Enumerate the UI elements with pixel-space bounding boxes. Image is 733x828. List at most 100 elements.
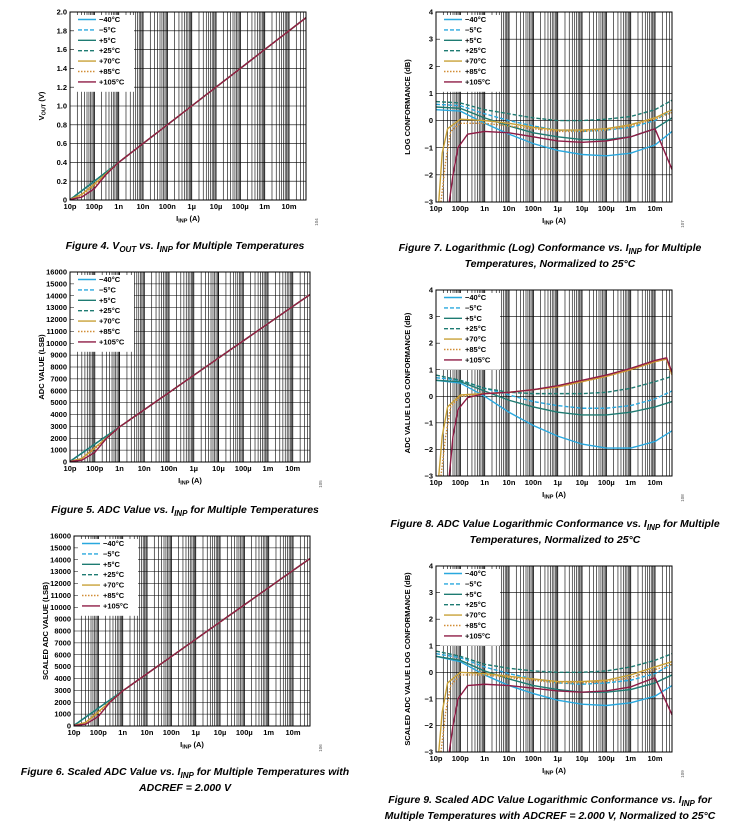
y-tick-label: −3 [424,198,433,207]
y-tick-label: 9000 [54,615,71,624]
series-line-0 [435,655,673,707]
legend-label: +5°C [99,296,117,305]
legend: −40°C−5°C +5°C+25°C +70°C+85°C+105°C [440,569,500,646]
y-tick-label: 2 [429,339,433,348]
y-tick-label: −2 [424,170,433,179]
y-tick-label: 3 [429,312,433,321]
x-tick-label: 10n [503,754,516,763]
y-tick-label: 1 [429,641,433,650]
legend-label: +5°C [99,36,117,45]
y-tick-label: 0 [429,116,433,125]
legend-box [78,539,138,616]
x-tick-label: 1m [625,204,636,213]
series-line-3 [435,650,673,673]
figure-id: 109 [680,770,685,778]
legend-label: +25°C [103,570,125,579]
x-tick-label: 10µ [576,204,589,213]
x-tick-label: 100µ [598,204,615,213]
x-tick-label: 100p [452,478,470,487]
legend-label: −5°C [465,579,483,588]
legend: −40°C−5°C +5°C+25°C +70°C+85°C+105°C [440,293,500,370]
series-line-6 [69,293,311,463]
y-tick-label: 4 [429,286,434,295]
legend-label: −40°C [465,569,487,578]
x-tick-label: 100µ [598,754,615,763]
legend-box [440,293,500,370]
x-tick-label: 1m [625,478,636,487]
x-tick-label: 100p [86,464,104,473]
y-tick-label: 0 [67,722,71,731]
series-line-6 [448,356,673,477]
y-tick-label: 15000 [50,543,71,552]
y-axis-title: ADC VALUE LOG CONFORMANCE (dB) [403,312,412,453]
legend-label: +85°C [99,67,121,76]
legend-label: −5°C [465,303,483,312]
x-tick-label: 10µ [214,728,227,737]
x-tick-label: 1µ [189,464,198,473]
y-tick-label: 1.2 [57,83,67,92]
y-tick-label: 15000 [46,279,67,288]
x-tick-label: 10p [430,754,443,763]
x-tick-label: 100µ [232,202,249,211]
y-tick-label: 3 [429,588,433,597]
x-tick-label: 1m [259,202,270,211]
x-tick-label: 100p [86,202,104,211]
series-line-6 [448,676,673,753]
y-tick-label: 11000 [47,327,67,336]
legend-label: −40°C [99,15,121,24]
x-tick-label: 1µ [191,728,200,737]
x-tick-label: 10m [285,728,300,737]
y-tick-label: 2 [429,615,433,624]
chart-fig9: −40°C−5°C +5°C+25°C +70°C+85°C+105°C 10p 100… [403,562,685,778]
series-line-2 [435,655,673,693]
chart-fig7: −40°C−5°C +5°C+25°C +70°C+85°C+105°C 10p 100… [403,8,685,228]
y-tick-label: 0 [63,458,67,467]
legend-box [440,15,500,92]
legend-label: +105°C [465,355,491,364]
series-line-3 [435,99,673,122]
x-tick-label: 10p [64,464,77,473]
legend-label: +5°C [465,36,483,45]
x-tick-label: 1m [263,464,274,473]
y-tick-label: 10000 [46,339,67,348]
legend-label: −5°C [99,285,117,294]
x-tick-label: 100p [90,728,108,737]
legend-label: +25°C [465,600,487,609]
x-tick-label: 1µ [553,478,562,487]
legend-label: −40°C [465,15,487,24]
legend-label: −40°C [103,539,125,548]
y-tick-label: −2 [424,445,433,454]
x-tick-label: 10µ [212,464,225,473]
legend-label: +5°C [465,590,483,599]
x-tick-label: 100n [160,464,178,473]
plot-frame [435,289,673,477]
y-tick-label: −1 [424,418,433,427]
x-tick-label: 10µ [210,202,223,211]
y-tick-label: 0 [429,392,433,401]
legend-label: +70°C [99,57,121,66]
legend-label: +70°C [465,611,487,620]
y-tick-label: 4000 [50,410,67,419]
y-tick-label: 12000 [46,315,67,324]
x-tick-label: 1m [263,728,274,737]
y-tick-label: −1 [424,143,433,152]
legend-label: +70°C [465,57,487,66]
x-tick-label: 100p [452,754,470,763]
figure-id: 107 [680,220,685,228]
legend-label: +5°C [465,314,483,323]
y-tick-label: 5000 [50,398,67,407]
x-tick-label: 100n [525,478,543,487]
x-tick-label: 100µ [235,464,252,473]
legend-label: +70°C [465,335,487,344]
legend-label: +70°C [103,581,125,590]
y-tick-label: 7000 [50,374,67,383]
legend-label: +85°C [103,591,125,600]
legend-label: +85°C [99,327,121,336]
series-line-1 [435,103,673,133]
y-tick-label: 13000 [46,303,67,312]
plot-frame [73,535,311,727]
series-line-1 [435,652,673,685]
x-tick-label: 10n [138,464,151,473]
y-tick-label: 11000 [51,591,71,600]
figure-id: 106 [318,744,323,752]
